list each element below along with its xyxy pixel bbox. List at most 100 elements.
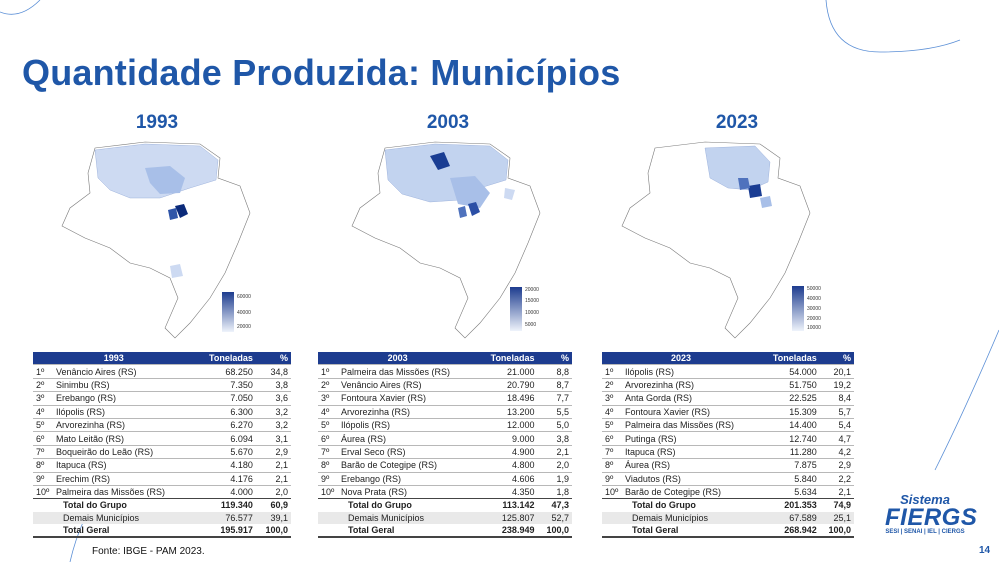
tonnes: 22.525	[759, 391, 820, 406]
tonnes: 113.142	[477, 498, 538, 512]
table-row: 1º Venâncio Aires (RS) 68.250 34,8	[33, 364, 291, 379]
rank: 9º	[318, 471, 338, 486]
percent: 7,7	[537, 391, 572, 406]
municipality: Itapuca (RS)	[53, 458, 195, 473]
municipality: Venâncio Aires (RS)	[338, 377, 478, 392]
percent: 2,1	[819, 484, 854, 499]
table-row: 1º Palmeira das Missões (RS) 21.000 8,8	[318, 364, 572, 379]
municipality: Áurea (RS)	[338, 431, 478, 446]
table-row: 7º Itapuca (RS) 11.280 4,2	[602, 444, 854, 459]
percent: 100,0	[819, 524, 854, 539]
other-municipalities-row: Demais Municípios 67.589 25,1	[602, 511, 854, 525]
map-year-2003: 2003	[426, 112, 470, 133]
tonnes: 4.606	[477, 471, 538, 486]
page-number: 14	[979, 545, 991, 556]
municipality: Palmeira das Missões (RS)	[622, 417, 760, 432]
percent: 5,0	[537, 417, 572, 432]
tonnes: 7.875	[759, 458, 820, 473]
percent: 4,7	[819, 431, 854, 446]
rank: 7º	[33, 444, 53, 459]
total-group-row: Total do Grupo 201.353 74,9	[602, 498, 854, 512]
table-row: 9º Erechim (RS) 4.176 2,1	[33, 471, 291, 486]
tonnes: 15.309	[759, 404, 820, 419]
tonnes: 13.200	[477, 404, 538, 419]
percent: 60,9	[255, 498, 291, 512]
percent: 2,9	[819, 458, 854, 473]
tonnes: 12.740	[759, 431, 820, 446]
tonnes: 7.050	[194, 391, 256, 406]
rank: 7º	[318, 444, 338, 459]
percent: 2,1	[537, 444, 572, 459]
rank: 1º	[318, 364, 338, 379]
municipality: Viadutos (RS)	[622, 471, 760, 486]
tonnes: 5.670	[194, 444, 256, 459]
total-group-row: Total do Grupo 113.142 47,3	[318, 498, 572, 512]
table-row: 5º Arvorezinha (RS) 6.270 3,2	[33, 417, 291, 432]
header-toneladas: Toneladas	[194, 352, 256, 365]
row-label: Total do Grupo	[622, 498, 760, 512]
rank: 2º	[318, 377, 338, 392]
municipality: Barão de Cotegipe (RS)	[622, 484, 760, 499]
percent: 1,8	[537, 484, 572, 499]
tonnes: 125.807	[477, 511, 538, 525]
municipality: Venâncio Aires (RS)	[53, 364, 195, 379]
table-row: 9º Erebango (RS) 4.606 1,9	[318, 471, 572, 486]
rank: 6º	[33, 431, 53, 446]
map-scale-2003: 20000 15000 10000 5000	[510, 287, 550, 331]
rank: 7º	[602, 444, 622, 459]
tonnes: 6.094	[194, 431, 256, 446]
tonnes: 4.900	[477, 444, 538, 459]
table-row: 3º Fontoura Xavier (RS) 18.496 7,7	[318, 391, 572, 406]
percent: 3,8	[537, 431, 572, 446]
ranking-table-2023: 2023 Toneladas% 1º Ilópolis (RS) 54.000 20,1 2…	[602, 352, 854, 539]
rank: 9º	[602, 471, 622, 486]
table-header: 1993 Toneladas%	[33, 352, 291, 365]
municipality: Erechim (RS)	[53, 471, 195, 486]
row-label: Total Geral	[338, 524, 478, 539]
tonnes: 268.942	[759, 524, 820, 539]
table-row: 5º Palmeira das Missões (RS) 14.400 5,4	[602, 417, 854, 432]
rank: 9º	[33, 471, 53, 486]
municipality: Putinga (RS)	[622, 431, 760, 446]
map-1993	[61, 141, 251, 339]
rank: 10º	[33, 484, 53, 499]
municipality: Palmeira das Missões (RS)	[338, 364, 478, 379]
tonnes: 195.917	[194, 524, 256, 539]
table-row: 8º Barão de Cotegipe (RS) 4.800 2,0	[318, 458, 572, 473]
tonnes: 12.000	[477, 417, 538, 432]
tonnes: 11.280	[759, 444, 820, 459]
percent: 100,0	[255, 524, 291, 539]
ranking-table-1993: 1993 Toneladas% 1º Venâncio Aires (RS) 68.25…	[33, 352, 291, 539]
percent: 52,7	[537, 511, 572, 525]
percent: 2,9	[255, 444, 291, 459]
percent: 3,8	[255, 377, 291, 392]
percent: 5,4	[819, 417, 854, 432]
percent: 8,8	[537, 364, 572, 379]
percent: 2,1	[255, 458, 291, 473]
row-label: Total Geral	[622, 524, 760, 539]
percent: 5,7	[819, 404, 854, 419]
rank: 1º	[33, 364, 53, 379]
percent: 3,2	[255, 404, 291, 419]
tonnes: 4.350	[477, 484, 538, 499]
rank: 10º	[318, 484, 338, 499]
row-label: Total do Grupo	[53, 498, 195, 512]
municipality: Itapuca (RS)	[622, 444, 760, 459]
rank: 1º	[602, 364, 622, 379]
table-header: 2023 Toneladas%	[602, 352, 854, 365]
percent: 8,7	[537, 377, 572, 392]
other-municipalities-row: Demais Municípios 76.577 39,1	[33, 511, 291, 525]
map-year-1993: 1993	[135, 112, 179, 133]
page-title: Quantidade Produzida: Municípios	[22, 52, 621, 93]
table-row: 5º Ilópolis (RS) 12.000 5,0	[318, 417, 572, 432]
tonnes: 119.340	[194, 498, 256, 512]
municipality: Fontoura Xavier (RS)	[338, 391, 478, 406]
percent: 2,0	[255, 484, 291, 499]
municipality: Ilópolis (RS)	[338, 417, 478, 432]
percent: 39,1	[255, 511, 291, 525]
header-percent: %	[255, 352, 291, 365]
rank: 8º	[602, 458, 622, 473]
municipality: Anta Gorda (RS)	[622, 391, 760, 406]
tonnes: 4.176	[194, 471, 256, 486]
table-header: 2003 Toneladas%	[318, 352, 572, 365]
